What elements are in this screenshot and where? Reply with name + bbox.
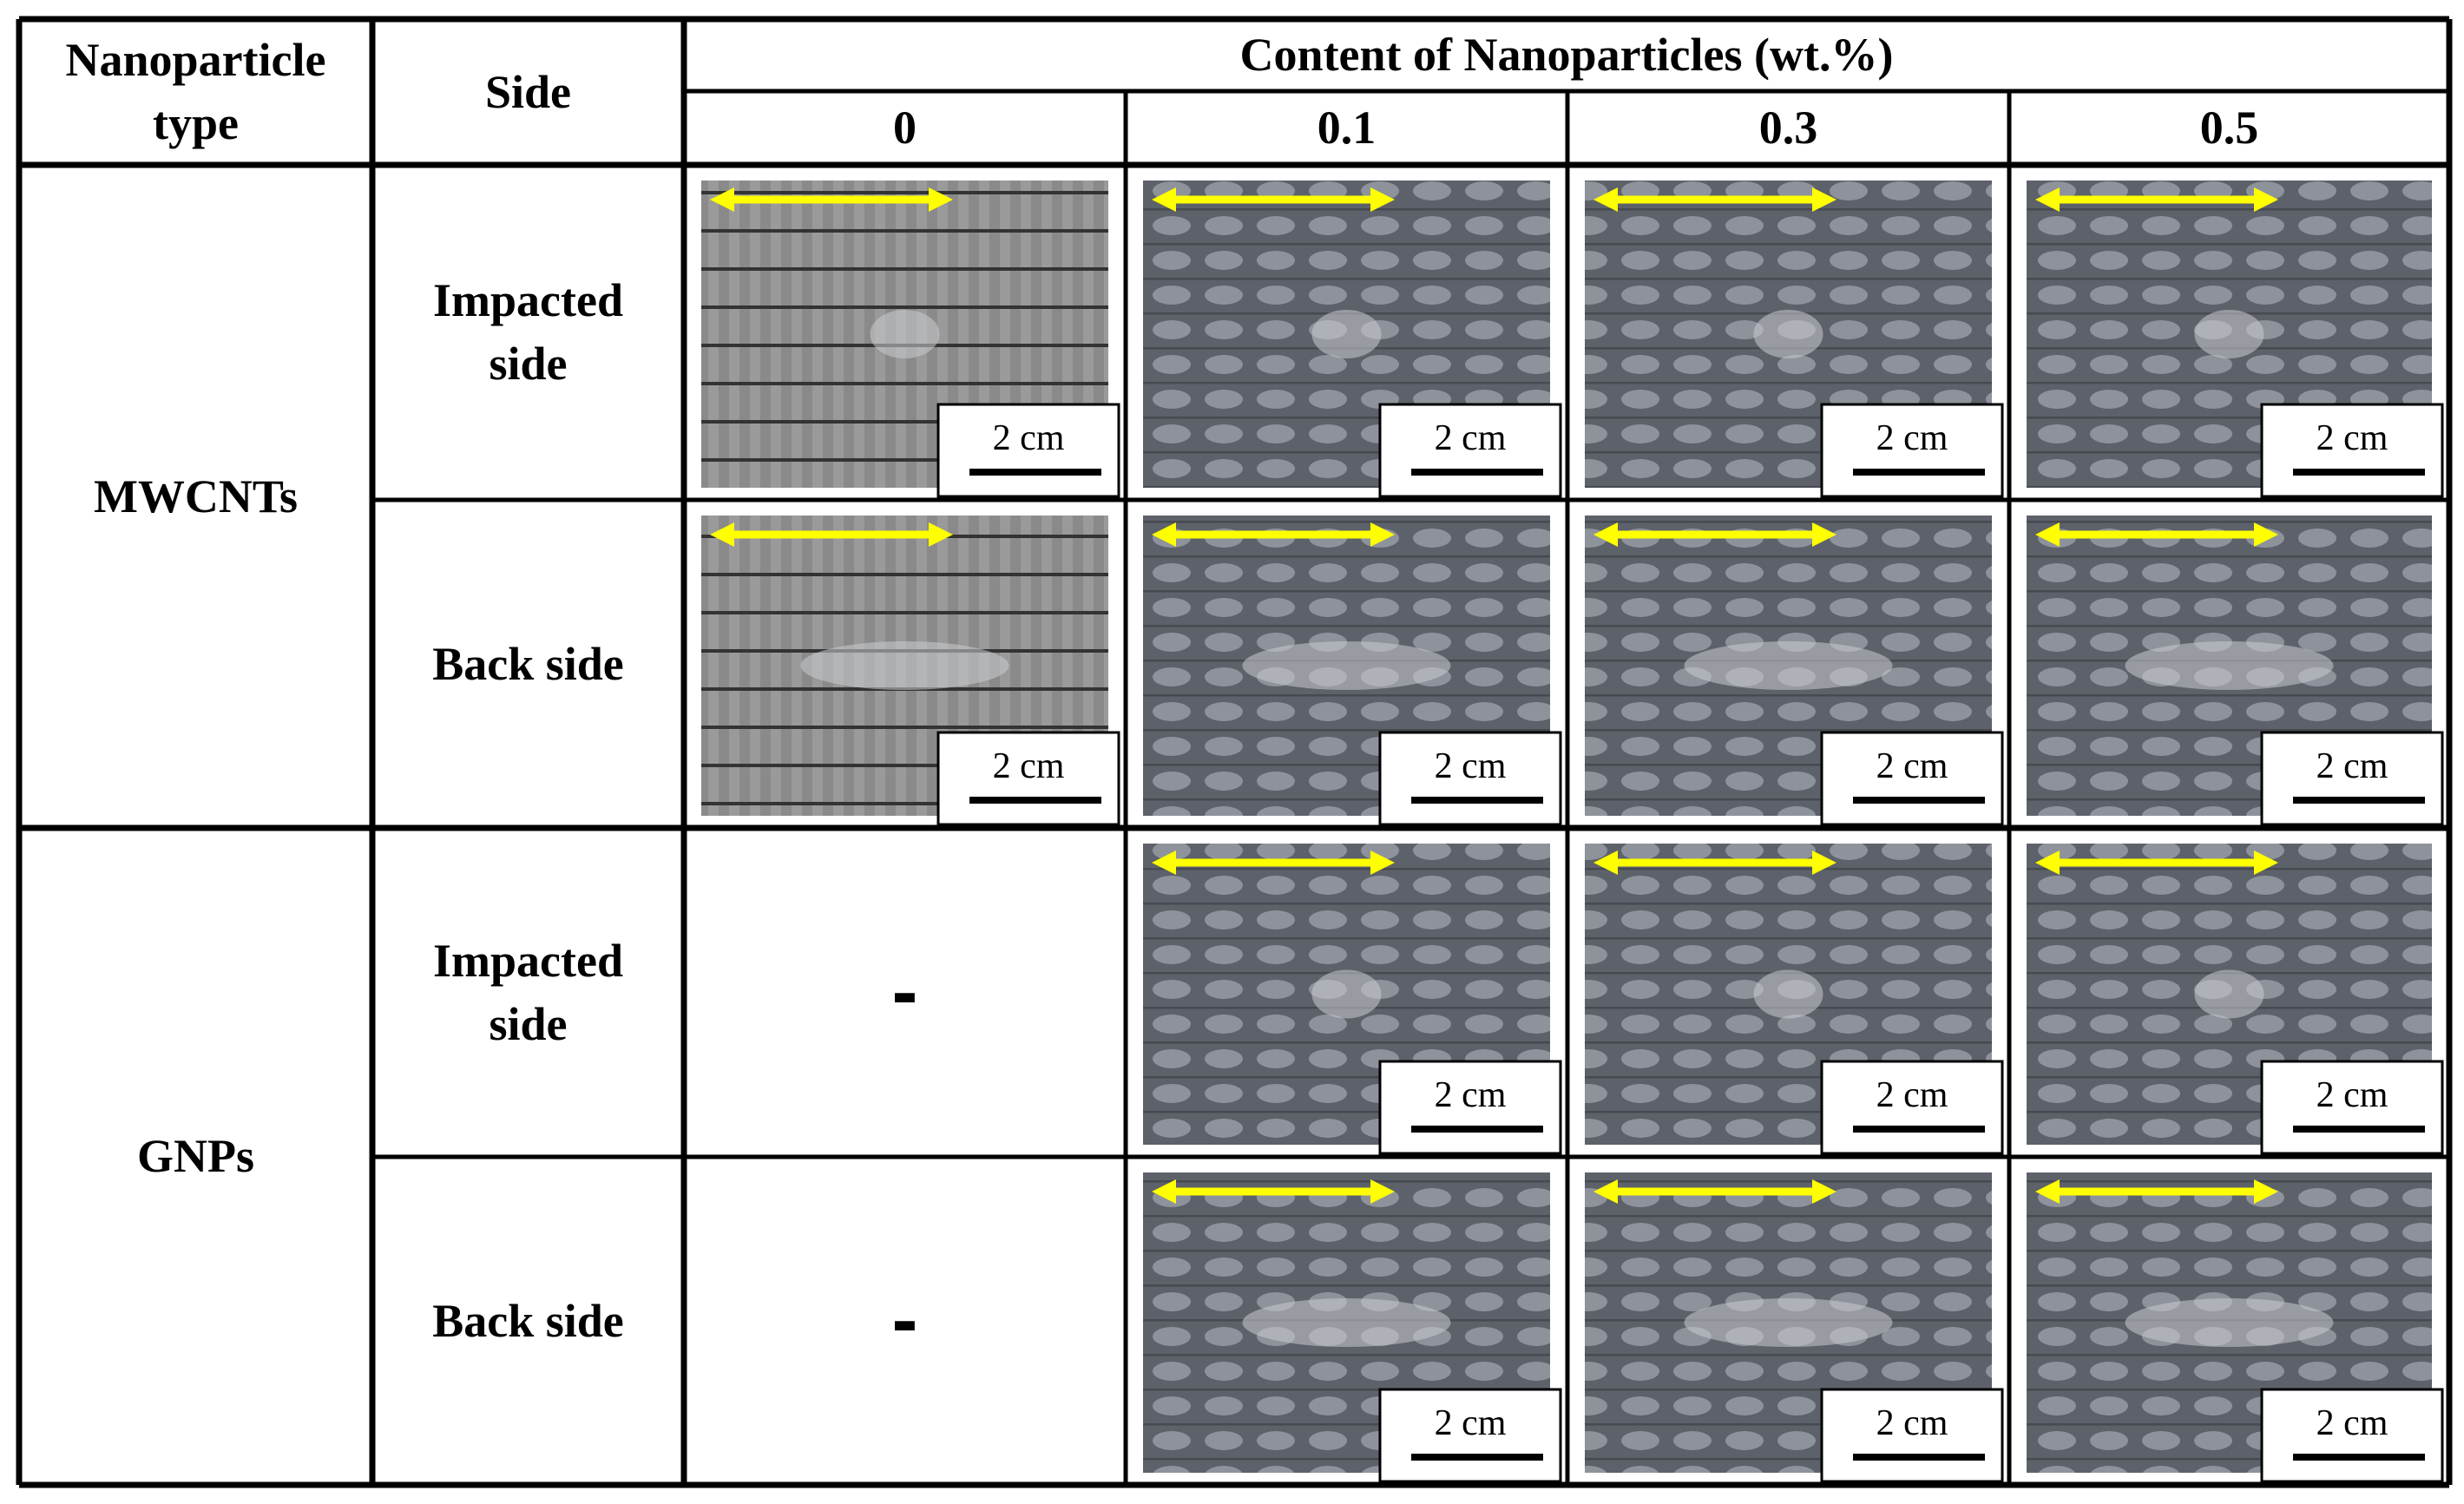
arrow-head [1812, 522, 1837, 547]
empty-cell-dash: - [891, 1277, 918, 1364]
arrow-head [1152, 851, 1176, 875]
header-content-value: 0 [893, 102, 917, 154]
arrow-head [1152, 1179, 1176, 1204]
side-label: Back side [432, 637, 624, 690]
scale-bar-label: 2 cm [993, 418, 1065, 458]
impact-damage [2194, 310, 2264, 358]
scale-bar-label: 2 cm [2316, 418, 2388, 458]
impact-damage [1684, 641, 1893, 690]
impact-damage [1242, 1298, 1451, 1347]
header-content-value: 0.1 [1317, 102, 1377, 154]
scale-bar-box [2260, 731, 2444, 826]
scale-bar-box [936, 731, 1120, 826]
arrow-head [710, 187, 734, 212]
arrow-head [2254, 187, 2278, 212]
scale-bar-box [2260, 1060, 2444, 1155]
arrow-head [1593, 187, 1618, 212]
header-content: Content of Nanoparticles (wt.%) [1239, 29, 1894, 82]
empty-cell-dash: - [891, 948, 918, 1035]
arrow-head [1593, 522, 1618, 547]
impact-damage [1311, 969, 1382, 1019]
scale-bar-label: 2 cm [2316, 746, 2388, 786]
scale-bar-label: 2 cm [2316, 1075, 2388, 1115]
header-content-value: 0.5 [2199, 102, 2259, 154]
side-label: Impacted side [433, 274, 623, 390]
header-type: Nanoparticle type [65, 34, 326, 149]
scale-bar-label: 2 cm [1876, 1403, 1948, 1443]
impact-damage [2125, 1298, 2334, 1347]
scale-bar-box [1820, 1060, 2004, 1155]
scale-bar-box [936, 403, 1120, 498]
header-side: Side [484, 65, 572, 118]
arrow-head [1370, 1179, 1395, 1204]
arrow-head [1593, 851, 1618, 875]
arrow-head [2035, 187, 2060, 212]
arrow-head [1152, 187, 1176, 212]
scale-bar-label: 2 cm [993, 746, 1065, 786]
arrow-head [929, 187, 953, 212]
scale-bar-box [2260, 403, 2444, 498]
arrow-head [1812, 187, 1837, 212]
nanoparticle-type: MWCNTs [93, 470, 299, 522]
arrow-head [2035, 851, 2060, 875]
arrow-head [2254, 1179, 2278, 1204]
arrow-head [1370, 851, 1395, 875]
impact-damage [2194, 969, 2264, 1019]
arrow-head [929, 522, 953, 547]
arrow-head [2254, 851, 2278, 875]
scale-bar-label: 2 cm [1876, 746, 1948, 786]
impact-damage [1684, 1298, 1893, 1347]
scale-bar-box [1378, 1060, 1562, 1155]
scale-bar-box [1820, 1388, 2004, 1483]
impact-damage [2125, 641, 2334, 690]
arrow-head [1370, 187, 1395, 212]
scale-bar-label: 2 cm [1435, 1403, 1507, 1443]
scale-bar-label: 2 cm [1876, 418, 1948, 458]
header-content-value: 0.3 [1758, 102, 1818, 154]
scale-bar-box [1378, 403, 1562, 498]
impact-damage [800, 641, 1009, 690]
nanoparticle-type: GNPs [137, 1130, 254, 1183]
side-label: Back side [432, 1294, 624, 1347]
scale-bar-box [2260, 1388, 2444, 1483]
arrow-head [2254, 522, 2278, 547]
arrow-head [1812, 851, 1837, 875]
impact-damage [1753, 969, 1823, 1019]
arrow-head [1370, 522, 1395, 547]
scale-bar-box [1378, 731, 1562, 826]
scale-bar-label: 2 cm [1435, 418, 1507, 458]
scale-bar-label: 2 cm [1876, 1075, 1948, 1115]
impact-damage [870, 310, 940, 358]
scale-bar-label: 2 cm [1435, 1075, 1507, 1115]
side-label: Impacted side [433, 934, 623, 1050]
arrow-head [1812, 1179, 1837, 1204]
scale-bar-box [1378, 1388, 1562, 1483]
arrow-head [2035, 1179, 2060, 1204]
scale-bar-box [1820, 403, 2004, 498]
impact-damage [1753, 310, 1823, 358]
arrow-head [2035, 522, 2060, 547]
impact-damage [1311, 310, 1382, 358]
scale-bar-box [1820, 731, 2004, 826]
scale-bar-label: 2 cm [1435, 746, 1507, 786]
arrow-head [1152, 522, 1176, 547]
arrow-head [1593, 1179, 1618, 1204]
impact-damage [1242, 641, 1451, 690]
scale-bar-label: 2 cm [2316, 1403, 2388, 1443]
arrow-head [710, 522, 734, 547]
